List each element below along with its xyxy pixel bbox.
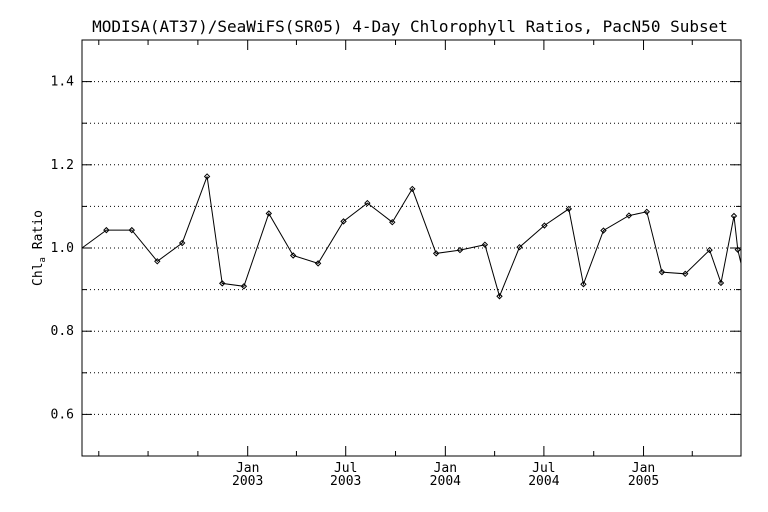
series-polyline <box>81 176 742 298</box>
x-tick-month: Jan <box>236 461 259 476</box>
series-line <box>81 176 742 298</box>
data-points <box>103 173 741 300</box>
data-point <box>643 208 650 216</box>
y-axis-label: Chla Ratio <box>31 210 48 286</box>
data-point <box>481 241 489 248</box>
x-tick-month: Jan <box>632 461 655 476</box>
chart-title: MODISA(AT37)/SeaWiFS(SR05) 4-Day Chlorop… <box>92 17 728 36</box>
data-point <box>706 246 713 254</box>
y-tick-label: 0.6 <box>51 407 74 422</box>
data-point <box>265 210 273 217</box>
data-point <box>289 252 297 259</box>
data-point <box>456 246 464 254</box>
y-axis-label-subscript: a <box>38 257 48 262</box>
data-point <box>178 239 186 247</box>
x-tick-year: 2004 <box>528 474 559 489</box>
x-tick-month: Jan <box>434 461 457 476</box>
data-point <box>154 258 161 265</box>
data-point <box>389 219 396 226</box>
data-point <box>580 280 587 288</box>
data-point <box>364 199 371 207</box>
data-point <box>240 283 248 290</box>
x-tick-month: Jul <box>532 461 555 476</box>
data-point <box>314 260 322 267</box>
data-point <box>203 173 211 180</box>
y-tick-label: 1.4 <box>51 75 75 90</box>
axis-ticks <box>82 40 741 456</box>
data-point <box>682 270 689 277</box>
data-point <box>730 212 738 220</box>
data-point <box>340 218 347 225</box>
y-tick-label: 0.8 <box>51 324 74 339</box>
gridlines <box>82 81 741 415</box>
x-tick-year: 2003 <box>330 474 361 489</box>
data-point <box>600 227 607 234</box>
data-point <box>565 205 573 213</box>
data-point <box>658 268 666 276</box>
x-tick-year: 2005 <box>628 474 659 489</box>
y-axis-label-main: Chl <box>31 262 46 285</box>
y-tick-labels: 0.6 0.8 1.0 1.2 1.4 <box>51 75 75 423</box>
y-tick-label: 1.0 <box>51 241 74 256</box>
y-axis-label-rest: Ratio <box>31 210 46 257</box>
y-tick-label: 1.2 <box>51 158 74 173</box>
x-tick-year: 2004 <box>430 474 461 489</box>
x-tick-year: 2003 <box>232 474 263 489</box>
data-point <box>717 279 725 287</box>
data-point <box>409 185 416 193</box>
data-point <box>541 222 548 229</box>
data-point <box>496 293 503 300</box>
data-point <box>516 243 523 251</box>
data-point <box>128 226 136 234</box>
data-point <box>219 280 226 287</box>
data-point <box>734 246 741 253</box>
x-tick-month: Jul <box>334 461 357 476</box>
data-point <box>103 226 110 234</box>
data-point <box>432 250 440 257</box>
data-point <box>625 212 633 219</box>
